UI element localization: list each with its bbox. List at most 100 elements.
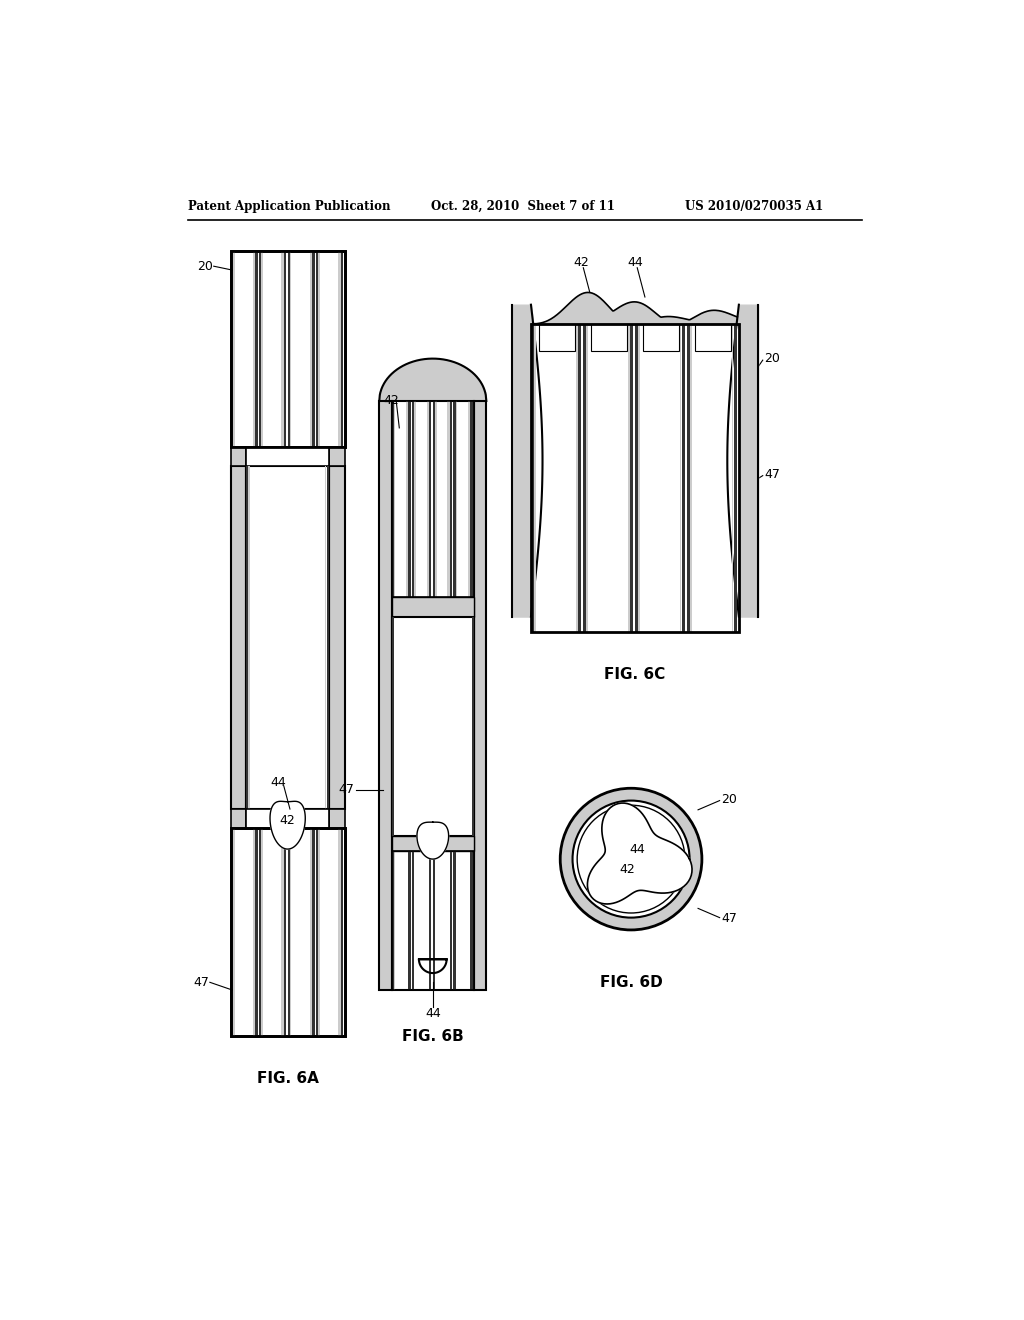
Bar xyxy=(579,323,581,632)
Bar xyxy=(290,829,292,1036)
Bar xyxy=(325,466,326,809)
Bar xyxy=(391,401,474,598)
Text: Oct. 28, 2010  Sheet 7 of 11: Oct. 28, 2010 Sheet 7 of 11 xyxy=(431,199,614,213)
Text: 47: 47 xyxy=(339,783,354,796)
Bar xyxy=(391,616,474,836)
Bar xyxy=(454,401,456,598)
Bar xyxy=(310,829,312,1036)
Bar xyxy=(230,829,233,1036)
Bar xyxy=(318,829,319,1036)
Bar xyxy=(391,851,394,990)
Text: FIG. 6A: FIG. 6A xyxy=(257,1071,318,1086)
Bar xyxy=(341,829,343,1036)
Text: 42: 42 xyxy=(620,863,635,876)
Text: 47: 47 xyxy=(194,975,209,989)
Polygon shape xyxy=(588,803,692,904)
Bar xyxy=(261,829,263,1036)
Text: FIG. 6C: FIG. 6C xyxy=(604,667,666,682)
Bar xyxy=(734,323,737,632)
Bar xyxy=(246,447,330,466)
Bar xyxy=(249,466,250,809)
Bar xyxy=(450,851,452,990)
Bar xyxy=(282,829,284,1036)
Bar xyxy=(472,401,474,990)
Text: 44: 44 xyxy=(630,843,645,857)
Bar xyxy=(282,251,284,447)
Bar xyxy=(394,401,395,990)
Text: 20: 20 xyxy=(764,352,780,366)
Bar xyxy=(635,323,638,632)
Bar xyxy=(255,829,258,1036)
Text: Patent Application Publication: Patent Application Publication xyxy=(188,199,391,213)
Bar xyxy=(433,401,435,598)
Bar xyxy=(316,251,318,447)
Bar xyxy=(391,836,474,851)
Bar xyxy=(391,401,474,990)
Bar xyxy=(284,251,286,447)
Bar xyxy=(261,251,263,447)
Bar xyxy=(472,616,474,836)
Bar xyxy=(694,323,731,351)
Bar xyxy=(284,829,286,1036)
Bar xyxy=(447,401,450,598)
Bar xyxy=(689,323,691,632)
Bar xyxy=(246,809,330,829)
Bar xyxy=(259,251,261,447)
Polygon shape xyxy=(417,822,449,859)
Bar xyxy=(409,851,411,990)
Bar xyxy=(394,401,395,598)
Bar xyxy=(586,323,588,632)
Bar xyxy=(230,447,246,466)
Bar xyxy=(391,851,474,990)
Text: 20: 20 xyxy=(197,260,213,273)
Bar xyxy=(312,251,314,447)
Bar xyxy=(474,401,486,990)
Bar xyxy=(318,251,319,447)
Bar xyxy=(255,251,258,447)
Bar xyxy=(290,251,292,447)
Bar xyxy=(534,323,536,632)
Bar xyxy=(230,829,345,1036)
Bar xyxy=(339,829,341,1036)
Bar xyxy=(341,251,343,447)
Bar xyxy=(230,251,345,447)
Bar xyxy=(246,466,249,809)
Text: 44: 44 xyxy=(270,776,287,788)
Bar xyxy=(391,598,474,616)
Bar xyxy=(415,401,416,598)
Bar xyxy=(638,323,640,632)
Bar xyxy=(253,251,255,447)
Bar xyxy=(591,323,627,351)
Text: US 2010/0270035 A1: US 2010/0270035 A1 xyxy=(685,199,823,213)
Bar xyxy=(230,251,233,447)
Text: 42: 42 xyxy=(383,395,399,408)
Bar xyxy=(583,323,586,632)
Bar xyxy=(531,323,739,632)
Bar xyxy=(413,401,415,598)
Bar xyxy=(680,323,682,632)
Bar xyxy=(531,259,739,632)
Bar xyxy=(310,251,312,447)
Circle shape xyxy=(560,788,701,929)
Bar xyxy=(327,466,330,809)
Circle shape xyxy=(578,805,685,913)
Text: 47: 47 xyxy=(764,467,780,480)
Bar xyxy=(470,401,472,990)
Bar xyxy=(413,851,415,990)
Bar xyxy=(391,401,394,990)
Bar xyxy=(230,251,345,447)
Bar xyxy=(330,466,345,809)
Bar xyxy=(330,809,345,829)
Bar xyxy=(470,851,472,990)
Bar xyxy=(682,323,685,632)
Bar xyxy=(456,401,458,598)
Text: FIG. 6B: FIG. 6B xyxy=(401,1028,464,1044)
Bar xyxy=(427,401,429,598)
Bar xyxy=(539,323,575,351)
Bar xyxy=(429,401,431,598)
Text: 44: 44 xyxy=(627,256,643,269)
Text: 42: 42 xyxy=(280,814,296,828)
Bar xyxy=(450,401,452,598)
Text: 42: 42 xyxy=(573,256,589,269)
Bar xyxy=(628,323,630,632)
